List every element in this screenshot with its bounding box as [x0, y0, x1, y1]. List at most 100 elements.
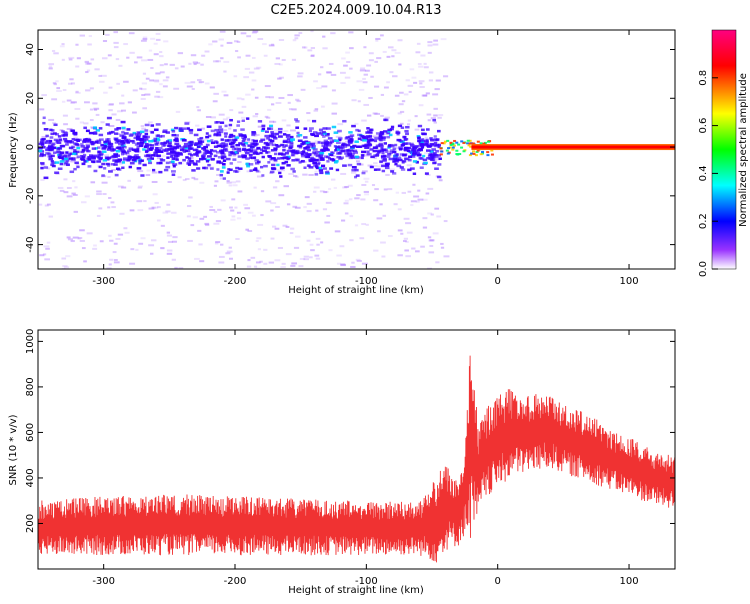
band-cell: [405, 132, 410, 136]
band-cell: [271, 135, 277, 138]
band-cell: [350, 145, 355, 149]
band-cell: [159, 142, 164, 145]
band-cell: [306, 148, 311, 152]
scatter-cell: [126, 153, 130, 156]
band-cell: [318, 153, 324, 157]
scatter-cell: [56, 89, 62, 92]
band-cell: [39, 154, 44, 158]
scatter-cell: [387, 235, 393, 238]
band-cell: [276, 163, 280, 167]
scatter-cell: [324, 221, 330, 224]
band-cell: [415, 151, 420, 155]
scatter-cell: [247, 259, 251, 262]
band-cell: [130, 156, 135, 159]
band-cell: [272, 137, 278, 140]
band-cell: [430, 138, 434, 142]
band-cell: [389, 151, 394, 154]
band-cell: [243, 135, 247, 138]
scatter-cell: [290, 227, 295, 230]
band-cell: [413, 150, 419, 153]
band-cell: [378, 138, 382, 141]
band-cell: [282, 148, 286, 152]
band-cell: [165, 140, 170, 143]
scatter-cell: [275, 57, 280, 60]
band-cell: [114, 141, 119, 144]
scatter-cell: [218, 255, 225, 258]
band-cell: [55, 133, 59, 136]
band-cell: [374, 137, 379, 140]
band-cell: [336, 145, 341, 149]
scatter-cell: [223, 94, 229, 97]
scatter-cell: [436, 215, 442, 218]
band-cell: [203, 145, 208, 149]
band-cell: [347, 141, 353, 144]
band-cell: [205, 143, 210, 147]
band-cell: [437, 163, 442, 166]
scatter-cell: [232, 184, 238, 187]
band-cell: [81, 148, 86, 152]
band-cell: [418, 142, 423, 145]
scatter-cell: [291, 108, 297, 111]
band-cell: [107, 132, 112, 135]
scatter-cell: [409, 68, 415, 71]
scatter-cell: [137, 170, 144, 173]
band-cell: [57, 135, 62, 138]
band-cell: [407, 146, 411, 150]
scatter-cell: [149, 252, 154, 255]
band-cell: [163, 143, 167, 147]
band-cell: [403, 157, 408, 161]
band-cell: [129, 161, 135, 165]
transition-cell: [440, 150, 444, 153]
scatter-cell: [182, 179, 187, 182]
band-cell: [341, 144, 345, 147]
band-cell: [322, 167, 327, 170]
scatter-cell: [155, 90, 161, 93]
band-cell: [417, 124, 423, 128]
band-cell: [98, 133, 104, 137]
band-cell: [238, 133, 243, 136]
scatter-cell: [61, 43, 65, 46]
band-cell: [129, 139, 135, 143]
band-cell: [128, 165, 132, 169]
band-cell: [156, 161, 161, 165]
band-cell: [319, 131, 323, 134]
scatter-cell: [139, 87, 143, 90]
scatter-cell: [395, 191, 399, 194]
band-cell: [210, 167, 214, 170]
scatter-cell: [226, 116, 230, 119]
spectrogram-frame: [37, 29, 676, 270]
scatter-cell: [351, 99, 357, 102]
scatter-cell: [350, 265, 356, 268]
scatter-cell: [275, 205, 280, 208]
scatter-cell: [48, 65, 53, 68]
band-cell: [289, 146, 293, 149]
band-cell: [150, 144, 155, 147]
transition-cell: [455, 141, 459, 144]
scatter-cell: [218, 113, 225, 116]
scatter-cell: [209, 86, 215, 89]
band-cell: [419, 139, 425, 142]
band-cell: [395, 158, 399, 161]
band-cell: [427, 145, 432, 148]
band-cell: [382, 138, 386, 141]
band-cell: [423, 143, 428, 147]
band-cell: [284, 156, 289, 159]
band-cell: [360, 138, 364, 142]
scatter-cell: [153, 53, 159, 56]
scatter-cell: [420, 54, 426, 57]
band-cell: [379, 149, 384, 152]
band-cell: [160, 159, 166, 162]
scatter-cell: [194, 257, 200, 260]
scatter-cell: [152, 206, 156, 209]
band-cell: [301, 142, 306, 145]
colorbar-tick-label: 0.6: [698, 118, 709, 134]
band-cell: [313, 153, 318, 156]
band-cell: [148, 159, 152, 163]
band-cell: [321, 144, 326, 147]
scatter-cell: [336, 262, 342, 265]
band-cell: [52, 132, 57, 135]
scatter-cell: [48, 118, 55, 121]
scatter-cell: [260, 214, 264, 217]
band-cell: [73, 138, 78, 142]
band-cell: [345, 136, 350, 139]
